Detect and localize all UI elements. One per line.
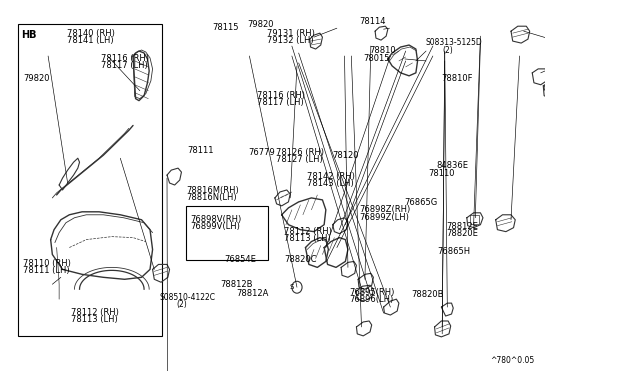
Text: 78141 (LH): 78141 (LH) — [67, 36, 113, 45]
Text: 78126 (RH): 78126 (RH) — [276, 148, 324, 157]
Text: 78120: 78120 — [332, 151, 358, 160]
Text: 76895(RH): 76895(RH) — [349, 288, 395, 297]
Text: 76899Z(LH): 76899Z(LH) — [359, 212, 409, 221]
Text: ^780^0.05: ^780^0.05 — [491, 356, 535, 365]
Text: 78810: 78810 — [369, 46, 396, 55]
Text: 78113 (LH): 78113 (LH) — [284, 234, 331, 243]
Text: S: S — [290, 284, 294, 290]
Text: 79131 (RH): 79131 (RH) — [267, 29, 314, 38]
Text: 78820B: 78820B — [412, 291, 444, 299]
Text: 78810F: 78810F — [442, 74, 473, 83]
Text: (2): (2) — [177, 300, 187, 310]
Text: 79820: 79820 — [248, 20, 274, 29]
Text: 84836E: 84836E — [436, 161, 468, 170]
Text: 79820: 79820 — [23, 74, 50, 83]
Bar — [186, 206, 268, 260]
Text: 76865H: 76865H — [437, 247, 470, 256]
Text: 78111: 78111 — [188, 147, 214, 155]
Text: S08510-4122C: S08510-4122C — [159, 293, 215, 302]
Text: 76898Z(RH): 76898Z(RH) — [359, 205, 410, 215]
Text: 76898V(RH): 76898V(RH) — [191, 215, 242, 224]
Text: 78143 (LH): 78143 (LH) — [307, 179, 354, 188]
Text: S08313-5125D: S08313-5125D — [426, 38, 482, 46]
Text: 76854E: 76854E — [224, 255, 256, 264]
Text: HB: HB — [21, 30, 36, 40]
Text: 78127 (LH): 78127 (LH) — [276, 155, 323, 164]
Text: 76899V(LH): 76899V(LH) — [191, 222, 241, 231]
Text: 78110: 78110 — [428, 169, 454, 177]
Text: 78816N(LH): 78816N(LH) — [186, 193, 237, 202]
Text: 78117 (LH): 78117 (LH) — [257, 98, 303, 107]
Text: (2): (2) — [443, 46, 454, 55]
Bar — [18, 23, 162, 336]
Text: 78112 (RH): 78112 (RH) — [71, 308, 119, 317]
Text: 78015: 78015 — [363, 54, 389, 63]
Text: 79132 (LH): 79132 (LH) — [267, 36, 314, 45]
Text: 76865G: 76865G — [404, 198, 438, 207]
Text: 78812B: 78812B — [220, 280, 252, 289]
Text: 78116 (RH): 78116 (RH) — [101, 54, 149, 63]
Text: 78140 (RH): 78140 (RH) — [67, 29, 115, 38]
Text: 78110 (RH): 78110 (RH) — [23, 259, 71, 268]
Text: 78812E: 78812E — [446, 222, 478, 231]
Text: 78812A: 78812A — [237, 289, 269, 298]
Text: 78113 (LH): 78113 (LH) — [71, 315, 118, 324]
Text: 78816M(RH): 78816M(RH) — [186, 186, 239, 195]
Text: 78820C: 78820C — [284, 254, 317, 264]
Text: 76896(LH): 76896(LH) — [349, 295, 394, 304]
Text: 78115: 78115 — [212, 23, 239, 32]
Text: 78111 (LH): 78111 (LH) — [23, 266, 70, 275]
Text: 78820E: 78820E — [446, 229, 478, 238]
Text: 78142 (RH): 78142 (RH) — [307, 172, 355, 181]
Text: 78114: 78114 — [359, 17, 385, 26]
Text: 76779: 76779 — [249, 148, 275, 157]
Text: 78116 (RH): 78116 (RH) — [257, 91, 305, 100]
Text: 78112 (RH): 78112 (RH) — [284, 227, 332, 235]
Text: 78117 (LH): 78117 (LH) — [101, 61, 148, 70]
